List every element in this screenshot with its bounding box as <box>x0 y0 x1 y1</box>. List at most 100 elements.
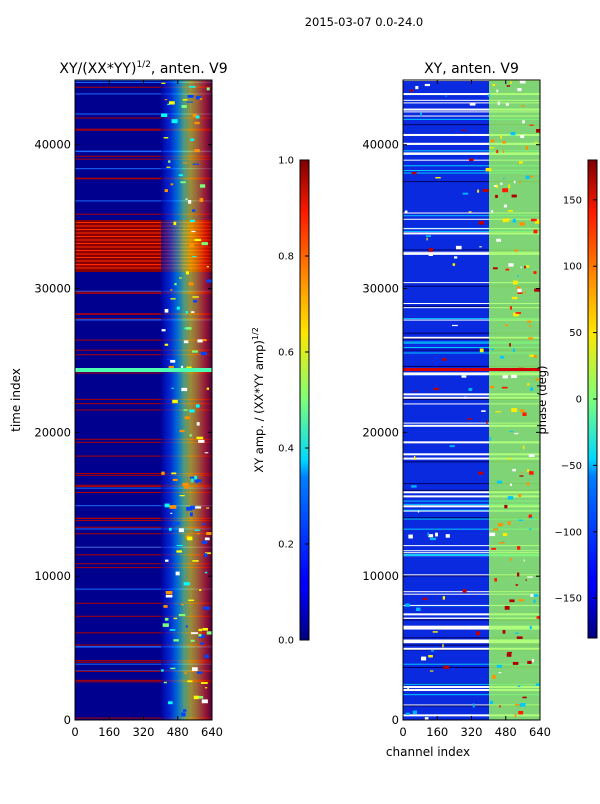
right-heatmap-cell <box>514 714 517 717</box>
right-heatmap-cell <box>507 521 511 526</box>
left-heatmap-cell <box>204 552 211 554</box>
right-heatmap-cell <box>515 704 520 706</box>
left-heatmap-row <box>75 484 212 486</box>
left-heatmap-cell <box>201 540 208 544</box>
left-heatmap-cell <box>195 115 200 119</box>
left-heatmap-row <box>75 313 212 315</box>
right-heatmap-row <box>403 118 540 120</box>
left-heatmap-row <box>75 588 212 590</box>
right-heatmap-cell <box>519 80 526 84</box>
right-heatmap-row <box>403 172 540 174</box>
right-heatmap-cell <box>407 686 410 690</box>
right-heatmap-cell <box>479 348 484 353</box>
right-heatmap-cell <box>520 472 523 474</box>
right-heatmap-cell <box>468 158 474 161</box>
left-heatmap-row <box>75 246 212 248</box>
left-heatmap-row <box>75 232 212 234</box>
left-heatmap-row <box>75 113 212 115</box>
right-heatmap-cell <box>527 660 532 664</box>
right-heatmap-cell <box>528 325 532 327</box>
right-heatmap-cell <box>512 661 519 665</box>
right-colorbar-tick-label: −50 <box>561 461 582 472</box>
left-colorbar-tick-label: 0.4 <box>278 444 294 455</box>
right-heatmap-cell <box>529 354 535 357</box>
left-heatmap-row <box>75 398 212 400</box>
left-heatmap-cell <box>168 101 175 105</box>
right-heatmap-cell <box>520 409 525 413</box>
right-heatmap-row <box>403 663 540 665</box>
left-heatmap-cell <box>199 184 206 188</box>
left-heatmap-row <box>75 567 212 569</box>
left-heatmap-row <box>75 349 212 351</box>
right-heatmap-row <box>403 705 540 707</box>
left-heatmap-cell <box>161 329 166 332</box>
right-heatmap-cell <box>426 237 428 241</box>
right-heatmap-row <box>403 115 540 117</box>
left-heatmap-cell <box>188 200 192 204</box>
right-heatmap-cell <box>492 528 499 531</box>
left-heatmap-row <box>75 177 212 179</box>
left-heatmap-row <box>75 517 212 519</box>
right-heatmap-cell <box>502 375 508 379</box>
left-heatmap-cell <box>201 682 208 684</box>
left-heatmap-row <box>75 528 212 530</box>
right-heatmap-row <box>403 396 540 399</box>
right-heatmap-cell <box>522 445 525 450</box>
left-heatmap-row <box>75 168 212 170</box>
right-heatmap-cell <box>497 523 503 527</box>
left-heatmap-row <box>75 602 212 604</box>
right-heatmap-cell <box>533 355 537 358</box>
left-heatmap-row <box>75 409 212 411</box>
right-heatmap-cell <box>503 177 505 180</box>
right-heatmap-cell <box>526 482 530 486</box>
right-heatmap-row <box>403 625 540 628</box>
left-heatmap-cell <box>191 632 198 635</box>
right-heatmap-cell <box>517 546 521 550</box>
left-heatmap-row <box>75 505 212 507</box>
left-heatmap-cell <box>170 359 176 363</box>
left-heatmap-cell <box>170 667 176 670</box>
left-heatmap-cell <box>183 409 188 411</box>
right-heatmap-cell <box>506 85 511 87</box>
left-heatmap-cell <box>193 695 199 700</box>
left-y-tick-label: 10000 <box>34 569 71 583</box>
left-heatmap-row <box>75 554 212 556</box>
right-heatmap-cell <box>509 306 512 310</box>
left-heatmap-cell <box>191 311 195 313</box>
left-heatmap-cell <box>196 96 202 100</box>
right-heatmap-cell <box>517 685 521 687</box>
right-heatmap-cell <box>534 288 540 292</box>
right-heatmap-cell <box>530 517 534 519</box>
right-heatmap-cell <box>479 246 482 248</box>
left-heatmap-row <box>75 158 212 160</box>
left-y-tick-label: 20000 <box>34 425 71 439</box>
left-heatmap-cell <box>170 298 176 300</box>
right-heatmap-cell <box>505 324 508 327</box>
right-heatmap-cell <box>526 265 530 268</box>
right-heatmap-cell <box>527 576 533 578</box>
right-heatmap-row <box>403 152 540 154</box>
right-heatmap-cell <box>507 210 514 212</box>
right-heatmap-cell <box>432 631 438 633</box>
left-heatmap-cell <box>192 296 199 298</box>
left-heatmap-cell <box>172 661 178 663</box>
left-heatmap-row <box>75 128 212 130</box>
right-heatmap-row <box>403 319 540 321</box>
right-heatmap-cell <box>468 387 473 392</box>
right-heatmap-cell <box>499 705 501 708</box>
left-heatmap-cell <box>191 350 198 353</box>
right-heatmap-cell <box>415 85 419 90</box>
left-heatmap-cell <box>170 512 173 514</box>
right-heatmap-cell <box>530 593 534 597</box>
left-heatmap-row <box>75 243 212 244</box>
left-heatmap-cell <box>204 571 208 574</box>
left-x-axis: 0 160 320 480 640 <box>71 80 223 739</box>
right-heatmap-row <box>403 218 540 220</box>
left-heatmap-cell <box>170 289 173 291</box>
right-heatmap-cell <box>451 324 458 327</box>
right-heatmap-cell <box>454 256 458 259</box>
right-heatmap-cell <box>512 348 515 352</box>
left-heatmap-cell <box>199 589 202 591</box>
right-heatmap-row <box>403 93 540 96</box>
right-heatmap-cell <box>529 124 534 126</box>
